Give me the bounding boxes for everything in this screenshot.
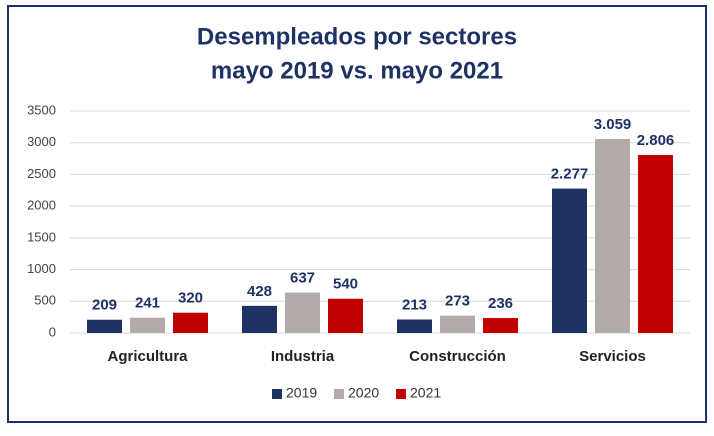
y-tick-label: 2500 bbox=[27, 166, 56, 181]
value-label: 3.059 bbox=[594, 116, 632, 133]
legend-label: 2021 bbox=[410, 385, 441, 401]
value-label: 637 bbox=[290, 270, 315, 287]
value-label: 428 bbox=[247, 283, 272, 300]
value-label: 213 bbox=[402, 296, 427, 313]
bar bbox=[397, 319, 432, 333]
y-tick-label: 0 bbox=[49, 324, 56, 339]
x-tick-label: Industria bbox=[271, 348, 335, 365]
bar bbox=[285, 292, 320, 333]
y-tick-label: 3000 bbox=[27, 134, 56, 149]
x-tick-label: Construcción bbox=[409, 348, 506, 365]
value-label: 540 bbox=[333, 276, 358, 293]
y-tick-label: 500 bbox=[34, 293, 56, 308]
value-label: 209 bbox=[92, 297, 117, 314]
bar bbox=[173, 312, 208, 333]
legend-label: 2019 bbox=[286, 385, 317, 401]
chart-subtitle: mayo 2019 vs. mayo 2021 bbox=[211, 57, 503, 84]
x-tick-label: Agricultura bbox=[107, 348, 188, 365]
value-label: 273 bbox=[445, 293, 470, 310]
legend-swatch bbox=[396, 389, 406, 399]
legend-swatch bbox=[334, 389, 344, 399]
value-label: 2.277 bbox=[551, 166, 589, 183]
chart-title: Desempleados por sectores bbox=[197, 23, 517, 50]
y-tick-label: 1500 bbox=[27, 229, 56, 244]
bar bbox=[595, 138, 630, 333]
value-label: 241 bbox=[135, 295, 160, 312]
bar bbox=[440, 315, 475, 333]
bar bbox=[552, 188, 587, 333]
y-tick-label: 2000 bbox=[27, 198, 56, 213]
value-label: 236 bbox=[488, 295, 513, 312]
legend-label: 2020 bbox=[348, 385, 379, 401]
bar bbox=[638, 155, 673, 333]
legend-swatch bbox=[272, 389, 282, 399]
value-label: 2.806 bbox=[637, 132, 675, 149]
bar bbox=[87, 319, 122, 333]
y-tick-label: 1000 bbox=[27, 261, 56, 276]
chart-frame bbox=[7, 5, 707, 423]
bar bbox=[483, 318, 518, 333]
bar bbox=[328, 298, 363, 333]
bar bbox=[242, 305, 277, 333]
bar bbox=[130, 317, 165, 333]
x-tick-label: Servicios bbox=[579, 348, 646, 365]
value-label: 320 bbox=[178, 290, 203, 307]
y-tick-label: 3500 bbox=[27, 102, 56, 117]
